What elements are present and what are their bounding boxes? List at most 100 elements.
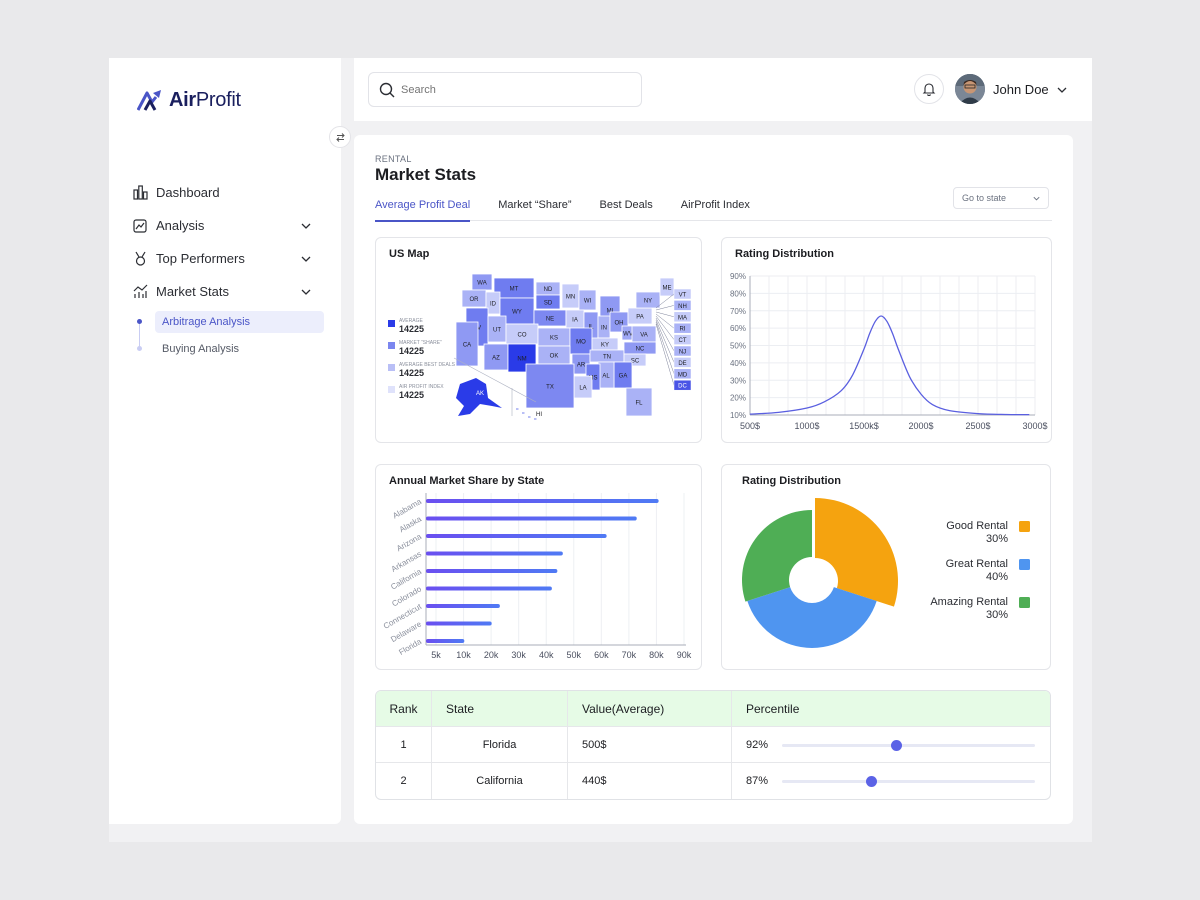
state-label-mt: MT — [510, 287, 519, 293]
x-tick-label: 500$ — [740, 421, 760, 431]
column-header-state[interactable]: State — [432, 691, 568, 726]
cell-rank: 2 — [376, 763, 432, 799]
tab-best-deals[interactable]: Best Deals — [599, 199, 653, 211]
percentile-slider[interactable] — [782, 740, 1035, 751]
tab-average-profit-deal[interactable]: Average Profit Deal — [375, 195, 471, 222]
callout-box-dc[interactable] — [673, 379, 692, 391]
table-row[interactable]: 2 California 440$ 87% — [376, 763, 1050, 799]
state-label-vt: VT — [679, 293, 687, 299]
state-label-de: DE — [678, 361, 686, 367]
pie-legend-label: Amazing Rental — [930, 596, 1008, 608]
series-line[interactable] — [749, 315, 1030, 416]
callout-box-nj[interactable] — [673, 345, 692, 357]
state-fl[interactable] — [625, 387, 653, 417]
callout-box-ri[interactable] — [673, 322, 692, 334]
table-row[interactable]: 1 Florida 500$ 92% — [376, 727, 1050, 763]
state-ny[interactable] — [635, 291, 661, 309]
sidebar-subitem-arbitrage-analysis[interactable]: Arbitrage Analysis — [155, 311, 324, 333]
sidebar-item-market-stats[interactable]: Market Stats — [132, 275, 312, 308]
state-wi[interactable] — [578, 289, 597, 311]
logo[interactable]: AirProfit — [137, 88, 241, 112]
callout-box-nh[interactable] — [673, 300, 692, 311]
market-share-bar-chart: 5k 10k 20k 30k 40k 50k 60k 70k 80k 90kAlabamaAlas… — [382, 493, 692, 660]
state-ak[interactable] — [456, 378, 502, 416]
rating-line-chart: 10% 20% 30% 40% 50% 60% 70% 80% 90% 500$ 1000$ 1500… — [730, 272, 1048, 431]
column-header-rank[interactable]: Rank — [376, 691, 432, 726]
cell-value: 440$ — [568, 763, 732, 799]
x-tick-label: 80k — [649, 650, 664, 660]
pie-slice-amazing-rental[interactable] — [742, 510, 812, 602]
sidebar-nav: Dashboard Analysis Top Performers — [132, 176, 312, 308]
callout-box-ct[interactable] — [673, 334, 692, 345]
bar-alaska[interactable] — [426, 516, 637, 521]
map-legend-item: AIR PROFIT INDEX 14225 — [388, 384, 468, 404]
state-hi-island[interactable] — [522, 412, 525, 414]
avatar[interactable] — [955, 74, 985, 104]
bar-arizona[interactable] — [426, 534, 607, 538]
sidebar-item-analysis[interactable]: Analysis — [132, 209, 312, 242]
bar-connecticut[interactable] — [426, 604, 500, 608]
pie-slice-good-rental[interactable] — [815, 498, 898, 607]
x-tick-label: 10k — [456, 650, 471, 660]
y-tick-label: 60% — [730, 324, 746, 333]
sidebar-item-dashboard[interactable]: Dashboard — [132, 176, 312, 209]
chevron-down-icon[interactable] — [300, 286, 312, 298]
callout-box-vt[interactable] — [673, 288, 692, 300]
sidebar-subitem-buying-analysis[interactable]: Buying Analysis — [162, 343, 240, 355]
column-header-percentile[interactable]: Percentile — [746, 701, 800, 716]
x-tick-label: 90k — [677, 650, 692, 660]
notifications-button[interactable] — [914, 74, 944, 104]
bar-arkansas[interactable] — [426, 551, 563, 556]
search-input[interactable] — [401, 83, 621, 96]
percentile-slider[interactable] — [782, 776, 1035, 787]
state-hi-island[interactable] — [528, 416, 531, 418]
state-ca[interactable] — [455, 321, 479, 367]
sidebar-item-top-performers[interactable]: Top Performers — [132, 242, 312, 275]
tab-bar: Average Profit Deal Market “Share” Best … — [375, 195, 1052, 222]
sidebar-collapse-button[interactable] — [329, 126, 351, 148]
x-tick-label: 1000$ — [794, 421, 819, 431]
state-az[interactable] — [483, 343, 509, 371]
bar-california[interactable] — [426, 569, 558, 573]
chevron-down-icon[interactable] — [300, 253, 312, 265]
state-sd[interactable] — [535, 294, 561, 310]
state-label-ga: GA — [619, 374, 628, 380]
state-me[interactable] — [659, 277, 675, 297]
callout-box-md[interactable] — [673, 368, 692, 380]
bar-delaware[interactable] — [426, 621, 492, 626]
tab-airprofit-index[interactable]: AirProfit Index — [680, 199, 750, 211]
bar-colorado[interactable] — [426, 586, 552, 591]
state-label-ny: NY — [644, 299, 652, 305]
slider-knob[interactable] — [865, 776, 877, 787]
pie-slice-great-rental[interactable] — [747, 587, 877, 648]
logo-main: Air — [169, 88, 196, 111]
y-tick-label: 50% — [730, 342, 746, 351]
callout-box-de[interactable] — [673, 357, 692, 368]
column-header-value[interactable]: Value(Average) — [568, 691, 732, 726]
callout-line — [655, 317, 675, 352]
chevron-down-icon[interactable] — [300, 220, 312, 232]
bar-florida[interactable] — [426, 639, 465, 643]
map-states: WAORMTNDSDMNWIMIIDWYNEIAILINOHPANYNVUTCO… — [453, 273, 692, 420]
us-map: WAORMTNDSDMNWIMIIDWYNEIAILINOHPANYNVUTCO… — [453, 273, 692, 420]
chevron-down-icon[interactable] — [1056, 84, 1068, 96]
state-label-hi: HI — [536, 412, 542, 418]
avatar-image — [955, 74, 985, 104]
state-hi-island[interactable] — [534, 418, 537, 420]
callout-box-ma[interactable] — [673, 311, 692, 323]
main-panel: RENTAL Market Stats Average Profit Deal … — [354, 135, 1073, 824]
state-select[interactable]: Go to state — [953, 187, 1049, 209]
search-box[interactable] — [368, 72, 642, 107]
y-tick-label: 90% — [730, 272, 746, 281]
tab-market-share[interactable]: Market “Share” — [498, 199, 572, 211]
state-hi-island[interactable] — [516, 408, 519, 410]
state-label-va: VA — [640, 333, 648, 339]
map-legend-item: AVERAGE 14225 — [388, 318, 468, 338]
bar-alabama[interactable] — [426, 499, 659, 503]
callout-line — [655, 319, 675, 363]
user-name[interactable]: John Doe — [993, 82, 1049, 97]
slider-knob[interactable] — [890, 740, 902, 751]
category-label: Alaska — [398, 514, 424, 534]
pie-legend-label: Great Rental — [946, 558, 1008, 570]
cell-rank: 1 — [376, 727, 432, 762]
